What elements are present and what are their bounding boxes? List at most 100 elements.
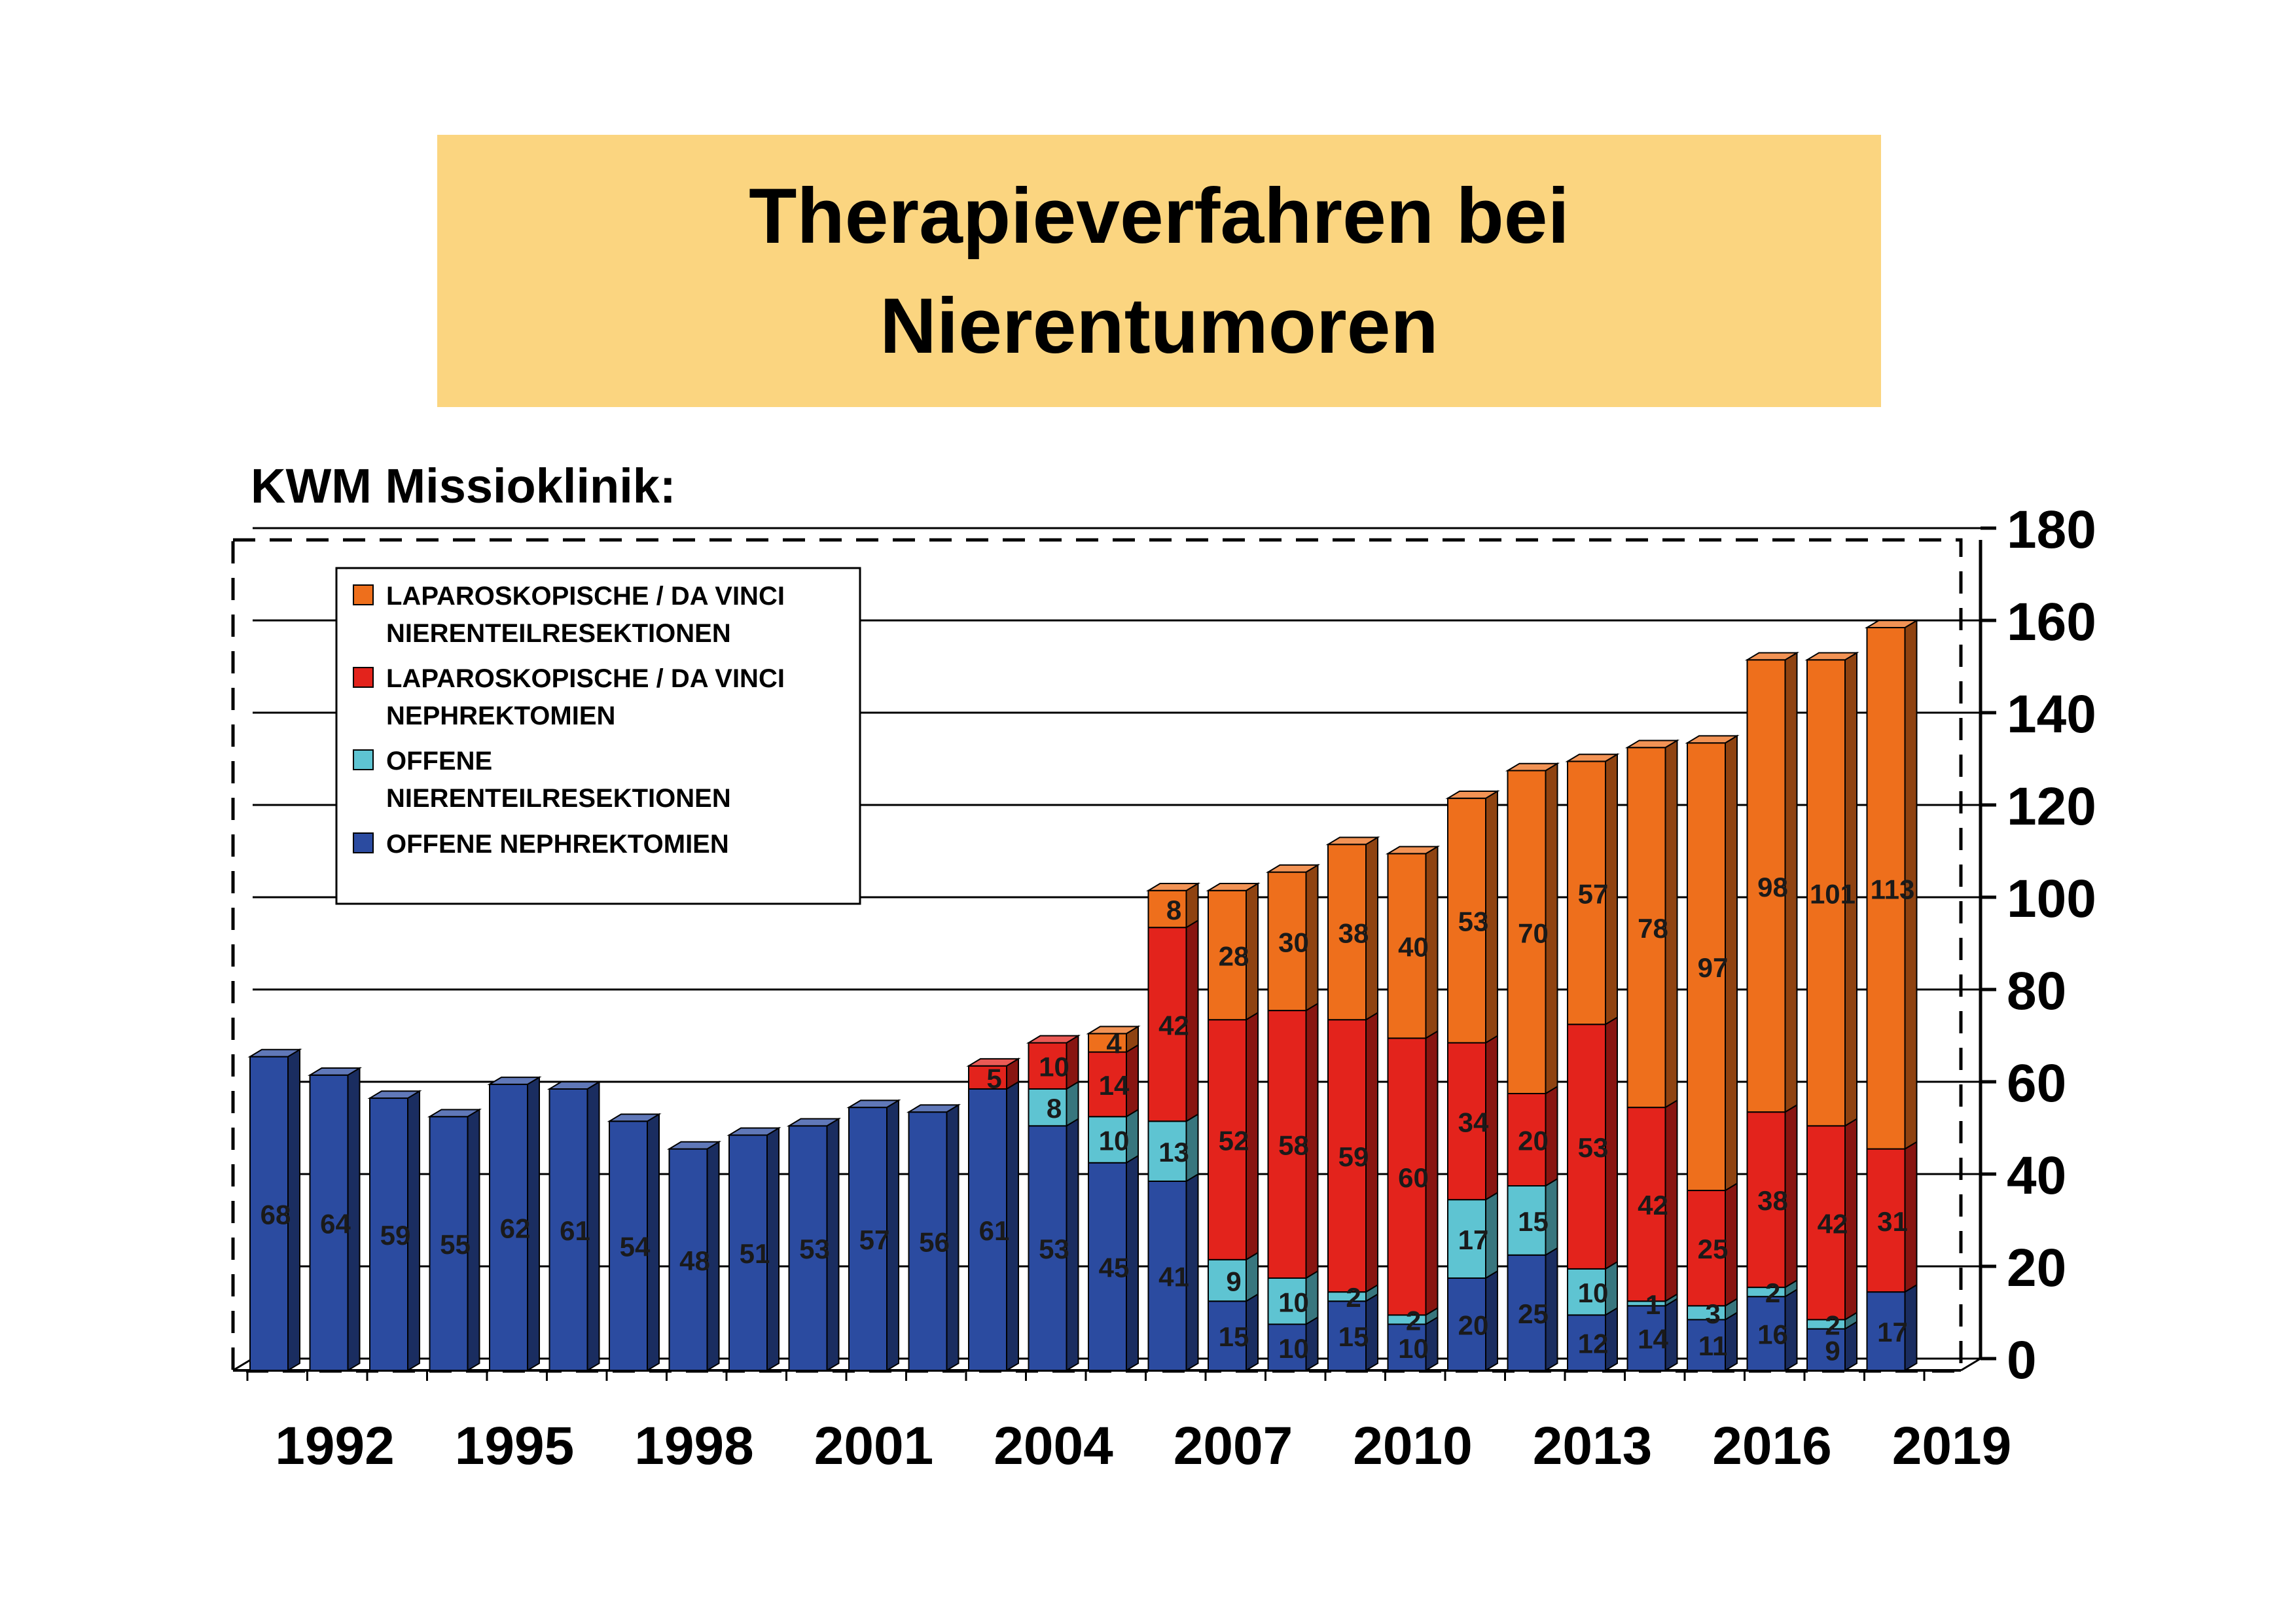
bar-top-lap-teilresektionen <box>1624 740 1680 749</box>
bar-lap-nephrektomien <box>1866 1148 1906 1293</box>
bar-top-lap-teilresektionen <box>1565 753 1620 762</box>
bar-offene-teilresektionen <box>1507 1185 1547 1256</box>
x-tick-label: 2016 <box>1712 1416 1831 1476</box>
data-label-lap-teilresektionen: 113 <box>1871 874 1915 904</box>
bar-top-lap-teilresektionen <box>1145 883 1201 891</box>
bar-offene-nephrektomien <box>788 1125 828 1371</box>
data-label-lap-teilresektionen: 38 <box>1338 918 1369 948</box>
y-tick-label: 0 <box>2007 1330 2037 1390</box>
bar-top-offene-nephrektomien <box>427 1109 482 1118</box>
data-label-offene-teilresektionen: 2 <box>1406 1305 1421 1336</box>
legend-label: LAPAROSKOPISCHE / DA VINCI <box>386 664 785 693</box>
y-tick-label: 140 <box>2007 685 2096 744</box>
data-label-offene-teilresektionen: 2 <box>1765 1277 1780 1308</box>
data-label-offene-nephrektomien: 57 <box>859 1224 890 1255</box>
y-tick-label: 180 <box>2007 500 2096 560</box>
data-label-lap-nephrektomien: 42 <box>1818 1208 1848 1239</box>
bar-top-lap-teilresektionen <box>1685 735 1740 744</box>
data-label-offene-nephrektomien: 9 <box>1825 1335 1840 1366</box>
y-tick-label: 80 <box>2007 961 2066 1021</box>
data-label-offene-nephrektomien: 51 <box>740 1238 770 1269</box>
bar-top-offene-nephrektomien <box>547 1081 602 1090</box>
data-label-lap-nephrektomien: 5 <box>986 1063 1001 1094</box>
data-label-offene-nephrektomien: 48 <box>679 1245 710 1276</box>
bar-offene-nephrektomien <box>1567 1314 1606 1372</box>
data-label-offene-nephrektomien: 56 <box>919 1227 950 1258</box>
legend-label: NIERENTEILRESEKTIONEN <box>386 619 731 648</box>
data-label-lap-nephrektomien: 60 <box>1398 1162 1429 1193</box>
data-label-offene-nephrektomien: 11 <box>1698 1330 1727 1361</box>
bar-top-lap-teilresektionen <box>1325 836 1380 846</box>
bar-top-lap-teilresektionen <box>1086 1026 1141 1035</box>
x-tick-label: 2004 <box>994 1416 1113 1476</box>
x-tick-label: 1992 <box>275 1416 394 1476</box>
bar-offene-nephrektomien <box>1208 1300 1247 1371</box>
x-tick-label: 2001 <box>814 1416 933 1476</box>
bar-lap-nephrektomien <box>1208 1019 1247 1260</box>
legend-swatch <box>353 667 374 688</box>
data-label-offene-nephrektomien: 61 <box>979 1215 1010 1246</box>
bar-offene-teilresektionen <box>1088 1116 1127 1164</box>
x-tick-label: 2019 <box>1892 1416 2011 1476</box>
x-tick-label: 2007 <box>1174 1416 1293 1476</box>
legend-box <box>335 567 861 905</box>
bar-top-offene-nephrektomien <box>487 1077 542 1085</box>
x-tick-label: 2013 <box>1533 1416 1652 1476</box>
bar-offene-nephrektomien <box>1447 1277 1486 1371</box>
data-label-lap-nephrektomien: 53 <box>1578 1132 1609 1163</box>
data-label-offene-teilresektionen: 1 <box>1645 1289 1660 1320</box>
data-label-lap-teilresektionen: 8 <box>1166 895 1181 925</box>
data-label-lap-nephrektomien: 20 <box>1518 1126 1549 1156</box>
bar-offene-nephrektomien <box>249 1056 289 1371</box>
data-label-offene-nephrektomien: 41 <box>1158 1261 1189 1292</box>
data-label-lap-nephrektomien: 10 <box>1039 1052 1069 1082</box>
legend-label: NEPHREKTOMIEN <box>386 702 615 730</box>
y-tick-label: 40 <box>2007 1146 2066 1205</box>
bar-lap-teilresektionen <box>1746 659 1786 1113</box>
bar-top-lap-teilresektionen <box>1864 620 1920 628</box>
data-label-offene-nephrektomien: 10 <box>1398 1333 1429 1364</box>
bar-lap-teilresektionen <box>1387 853 1427 1039</box>
data-label-lap-nephrektomien: 42 <box>1158 1010 1189 1041</box>
data-label-offene-nephrektomien: 53 <box>1039 1234 1069 1264</box>
data-label-lap-nephrektomien: 14 <box>1099 1070 1130 1101</box>
bar-side-offene-teilresektionen <box>1246 1251 1259 1303</box>
bar-offene-nephrektomien <box>1088 1162 1127 1371</box>
bar-offene-nephrektomien <box>1327 1300 1367 1371</box>
bar-offene-nephrektomien <box>1626 1305 1666 1372</box>
data-label-lap-teilresektionen: 57 <box>1578 878 1609 909</box>
bar-lap-nephrektomien <box>1806 1125 1846 1321</box>
data-label-offene-nephrektomien: 64 <box>320 1208 351 1239</box>
data-label-offene-nephrektomien: 45 <box>1099 1252 1130 1283</box>
y-tick-label: 160 <box>2007 592 2096 652</box>
bar-lap-nephrektomien <box>1147 927 1187 1122</box>
bar-lap-nephrektomien <box>1028 1042 1067 1090</box>
bar-side-offene-nephrektomien <box>1844 1320 1857 1372</box>
bar-offene-teilresektionen <box>1447 1199 1486 1279</box>
data-label-offene-nephrektomien: 53 <box>799 1234 830 1264</box>
bar-offene-teilresektionen <box>1147 1120 1187 1182</box>
data-label-offene-nephrektomien: 25 <box>1518 1298 1549 1329</box>
bar-top-lap-teilresektionen <box>1505 762 1560 772</box>
data-label-offene-nephrektomien: 10 <box>1278 1333 1309 1364</box>
data-label-lap-nephrektomien: 31 <box>1877 1206 1908 1237</box>
bar-top-offene-nephrektomien <box>307 1067 363 1076</box>
data-label-lap-teilresektionen: 78 <box>1638 913 1668 944</box>
data-label-offene-nephrektomien: 17 <box>1877 1317 1908 1347</box>
floor-edge <box>1960 1357 1981 1372</box>
data-label-lap-teilresektionen: 98 <box>1757 872 1788 902</box>
bar-top-offene-nephrektomien <box>247 1048 302 1058</box>
data-label-lap-nephrektomien: 42 <box>1638 1190 1668 1221</box>
chart-subtitle: KWM Missioklinik: <box>251 459 676 513</box>
data-label-lap-nephrektomien: 38 <box>1757 1185 1788 1216</box>
bar-lap-nephrektomien <box>1626 1107 1666 1302</box>
data-label-offene-teilresektionen: 10 <box>1099 1126 1130 1156</box>
bar-offene-nephrektomien <box>1147 1180 1187 1371</box>
bar-offene-nephrektomien <box>728 1134 768 1371</box>
data-label-offene-teilresektionen: 2 <box>1346 1282 1361 1313</box>
data-label-offene-nephrektomien: 15 <box>1219 1321 1249 1352</box>
data-label-lap-teilresektionen: 53 <box>1458 906 1489 937</box>
bar-offene-nephrektomien <box>908 1111 948 1371</box>
data-label-lap-teilresektionen: 28 <box>1219 941 1249 972</box>
